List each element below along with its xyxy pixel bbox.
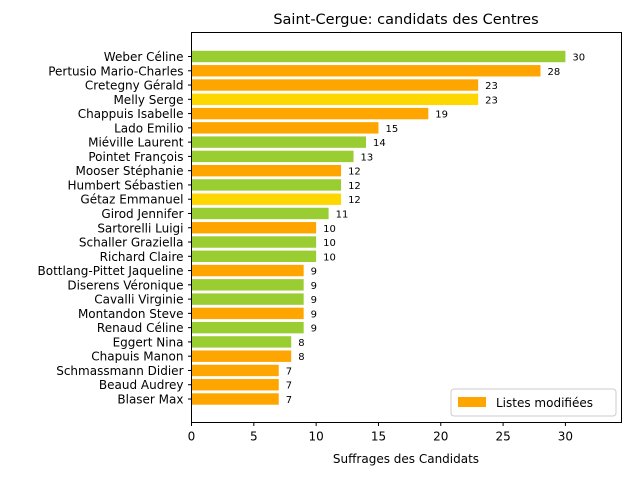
y-tick-label: Chapuis Manon [91,350,183,364]
legend-frame [450,388,617,417]
legend-label: Listes modifiées [496,396,593,410]
data-label: 7 [286,395,292,406]
bar [191,393,279,405]
legend: Listes modifiées [450,388,617,417]
y-tick-label: Pointet François [88,150,183,164]
y-tick-label: Eggert Nina [113,335,184,349]
data-label: 9 [311,267,317,278]
data-label: 11 [336,209,349,220]
bar [191,222,317,234]
x-tick-label: 15 [371,430,386,444]
x-tick-label: 5 [250,430,258,444]
y-tick-label: Schaller Graziella [79,236,184,250]
y-tick-label: Pertusio Mario-Charles [48,64,183,78]
data-label: 10 [323,252,336,263]
x-tick-label: 10 [308,430,323,444]
data-label: 9 [311,324,317,335]
bar [191,293,304,305]
bar [191,65,541,77]
bar [191,122,379,134]
bar [191,250,317,262]
x-tick-label: 30 [558,430,573,444]
y-tick-label: Gétaz Emmanuel [80,193,183,207]
y-tick-label: Weber Céline [104,50,184,64]
bars-layer [191,50,566,405]
bar [191,279,304,291]
data-label: 30 [572,53,585,64]
y-tick-label: Sartorelli Luigi [97,221,183,235]
data-label: 28 [547,67,560,78]
bar [191,193,342,205]
data-label: 14 [373,138,386,149]
bar [191,136,366,148]
data-label: 12 [348,181,361,192]
y-tick-label: Cretegny Gérald [85,79,184,93]
x-tick-label: 0 [188,430,196,444]
bar [191,93,479,106]
y-tick-label: Cavalli Virginie [94,293,183,307]
data-label: 23 [485,95,498,106]
y-tick-label: Richard Claire [100,250,184,264]
data-label: 12 [348,195,361,206]
bar [191,79,479,91]
y-tick-label: Schmassmann Didier [56,364,183,378]
y-tick-label: Diserens Véronique [67,278,183,292]
bar [191,207,329,220]
data-label: 9 [311,295,317,306]
data-label: 7 [286,366,292,377]
data-label: 12 [348,167,361,178]
y-tick-label: Renaud Céline [97,321,184,335]
y-tick-label: Mooser Stéphanie [75,164,183,178]
y-tick-label: Blaser Max [117,393,183,407]
data-label: 9 [311,309,317,320]
data-label: 19 [435,110,448,121]
y-tick-label: Melly Serge [113,93,183,107]
data-label: 13 [361,152,374,163]
x-axis-label: Suffrages des Candidats [333,452,479,466]
bar [191,50,566,63]
bar [191,379,279,391]
bar [191,364,279,377]
chart-title: Saint-Cergue: candidats des Centres [273,12,538,28]
bar [191,350,292,362]
bar [191,107,429,120]
data-label: 10 [323,224,336,235]
y-tick-label: Bottlang-Pittet Jaqueline [38,264,184,278]
bar [191,264,304,277]
bar [191,164,342,177]
y-tick-label: Miéville Laurent [88,136,184,150]
plot-frame [191,32,622,423]
data-label: 10 [323,238,336,249]
x-tick-label: 25 [495,430,510,444]
bar [191,307,304,320]
y-tick-label: Beaud Audrey [99,378,184,392]
data-label: 9 [311,281,317,292]
data-label: 15 [385,124,398,135]
legend-swatch [458,397,486,407]
y-tick-label: Humbert Sébastien [67,178,183,192]
bar [191,321,304,334]
y-tick-label: Girod Jennifer [101,207,183,221]
bar [191,150,354,163]
bar [191,179,342,191]
y-tick-label: Chappuis Isabelle [78,107,184,121]
data-label: 23 [485,81,498,92]
data-label: 8 [298,338,304,349]
y-tick-label: Lado Emilio [114,121,183,135]
x-axis-ticks: 0 5 10 15 20 25 30 [188,422,573,444]
data-label: 8 [298,352,304,363]
y-tick-label: Montandon Steve [78,307,184,321]
bar [191,336,292,348]
bar [191,236,317,248]
x-tick-label: 20 [433,430,448,444]
data-label: 7 [286,381,292,392]
